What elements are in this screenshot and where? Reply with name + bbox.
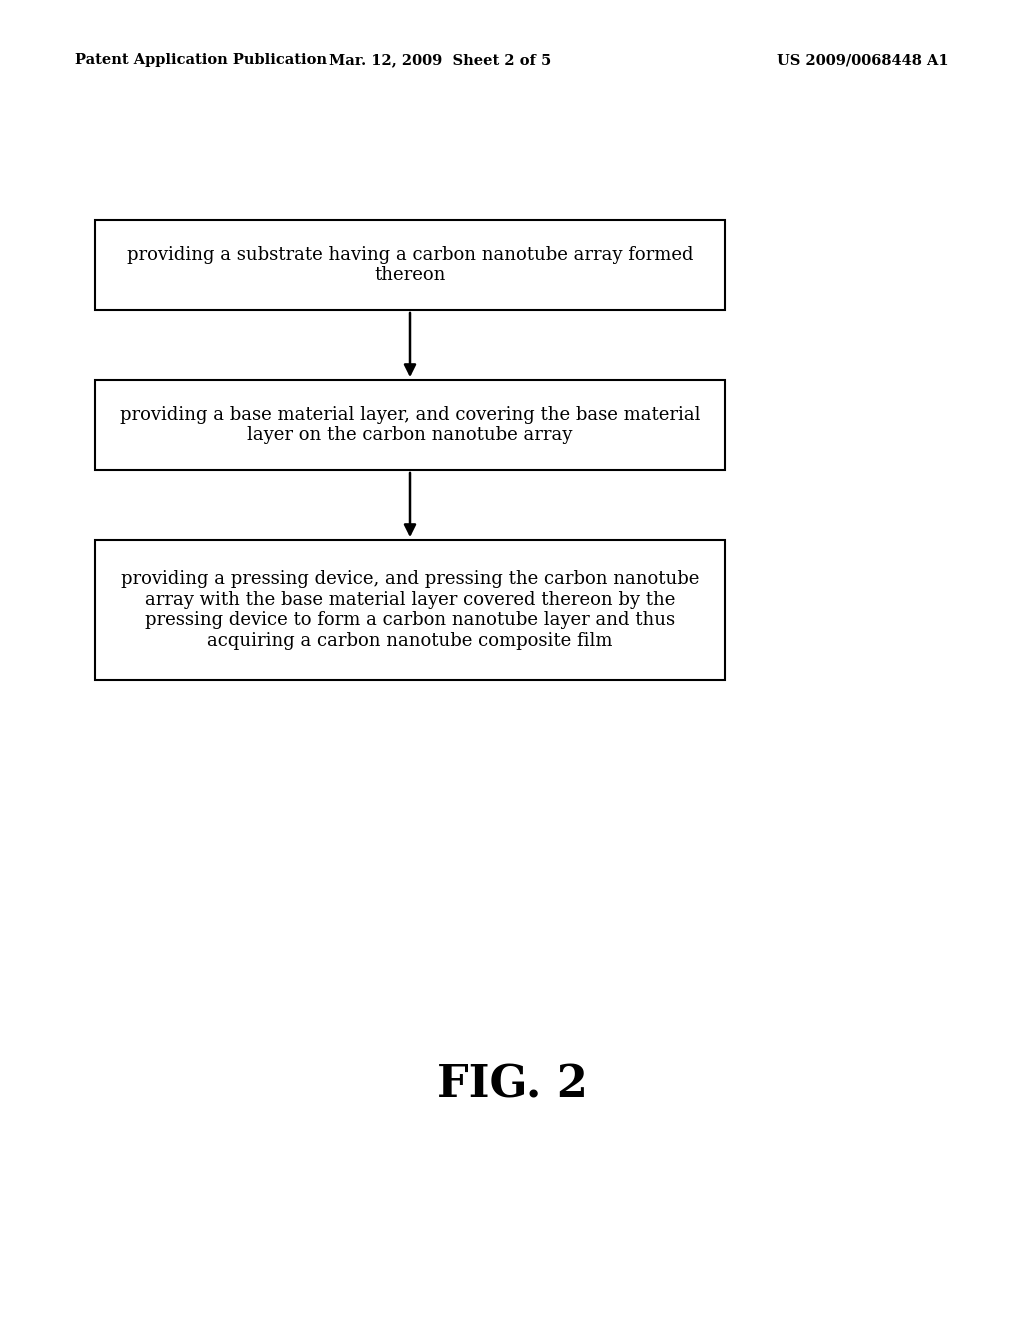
Text: Mar. 12, 2009  Sheet 2 of 5: Mar. 12, 2009 Sheet 2 of 5 [329, 53, 552, 67]
Text: providing a base material layer, and covering the base material
layer on the car: providing a base material layer, and cov… [120, 405, 700, 445]
Bar [95, 380, 725, 470]
Bar [95, 540, 725, 680]
Text: Patent Application Publication: Patent Application Publication [75, 53, 327, 67]
Bar [95, 220, 725, 310]
Text: providing a pressing device, and pressing the carbon nanotube
array with the bas: providing a pressing device, and pressin… [121, 570, 699, 651]
Text: providing a substrate having a carbon nanotube array formed
thereon: providing a substrate having a carbon na… [127, 246, 693, 284]
Text: FIG. 2: FIG. 2 [436, 1064, 588, 1106]
Text: US 2009/0068448 A1: US 2009/0068448 A1 [777, 53, 949, 67]
